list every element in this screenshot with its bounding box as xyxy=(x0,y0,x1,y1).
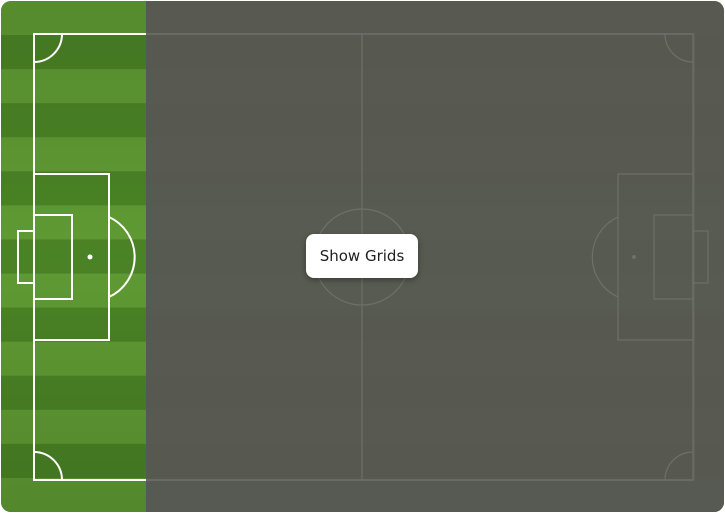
top-left-corner-arc xyxy=(33,33,63,63)
right-penalty-area xyxy=(617,173,694,341)
top-right-corner-arc xyxy=(664,33,694,63)
bottom-right-corner-arc xyxy=(664,451,694,481)
left-penalty-arc xyxy=(108,216,136,298)
right-goal xyxy=(692,230,709,284)
right-goal-area xyxy=(653,214,694,300)
right-penalty-spot xyxy=(632,255,636,259)
grid-overlay xyxy=(146,1,724,512)
right-penalty-arc xyxy=(591,216,619,298)
overlay-outer-boundary xyxy=(146,33,694,481)
left-penalty-spot xyxy=(87,254,93,260)
overlay-markings xyxy=(146,33,709,481)
bottom-left-corner-arc xyxy=(33,451,63,481)
left-goal xyxy=(17,230,35,284)
show-grids-button[interactable]: Show Grids xyxy=(306,234,418,278)
